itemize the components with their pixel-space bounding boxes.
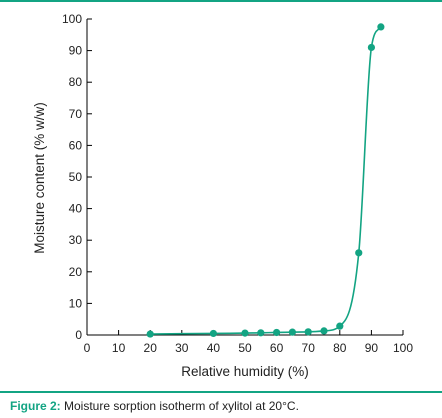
data-point (355, 249, 363, 257)
x-tick-label: 90 (365, 341, 379, 355)
sorption-curve (150, 26, 382, 335)
top-rule (0, 0, 442, 2)
x-tick-label: 30 (175, 341, 189, 355)
x-tick-label: 80 (333, 341, 347, 355)
data-point (336, 322, 344, 330)
x-tick-label: 100 (393, 341, 413, 355)
x-tick-label: 10 (112, 341, 126, 355)
data-point (367, 43, 375, 52)
tick-labels: 0 10 20 30 40 50 60 70 80 90 100 0 10 20 30 40 50 60 70 80 9… (62, 12, 413, 355)
data-point (241, 329, 249, 337)
y-tick-label: 90 (69, 44, 83, 58)
y-tick-label: 100 (62, 12, 82, 26)
caption-text: Moisture sorption isotherm of xylitol at… (64, 399, 299, 413)
data-point (320, 327, 328, 335)
y-tick-label: 70 (69, 107, 83, 121)
data-point (273, 328, 281, 337)
y-tick-label: 20 (69, 265, 83, 279)
y-tick-label: 80 (69, 75, 83, 89)
y-axis-title: Moisture content (% w/w) (32, 102, 47, 254)
caption-rule (0, 391, 442, 393)
y-tick-label: 10 (69, 296, 83, 310)
data-points (146, 23, 385, 338)
axes (86, 19, 403, 336)
y-tick-label: 40 (69, 202, 83, 216)
x-tick-label: 40 (207, 341, 221, 355)
x-axis-title: Relative humidity (%) (181, 364, 309, 379)
moisture-sorption-chart: 0 10 20 30 40 50 60 70 80 90 100 0 10 20 30 40 50 60 70 80 9… (32, 12, 413, 379)
x-tick-label: 50 (238, 341, 252, 355)
data-point (257, 329, 265, 337)
data-point (146, 330, 154, 338)
x-tick-label: 0 (84, 341, 91, 355)
ticks (86, 18, 404, 336)
data-point (209, 329, 217, 338)
x-tick-label: 70 (302, 341, 316, 355)
figure-caption: Figure 2: Moisture sorption isotherm of … (10, 399, 299, 413)
y-tick-label: 30 (69, 233, 83, 247)
data-point (288, 328, 296, 336)
x-tick-label: 20 (144, 341, 158, 355)
y-tick-label: 0 (75, 328, 82, 342)
caption-label: Figure 2: (10, 399, 61, 413)
data-point (304, 328, 312, 336)
y-tick-label: 50 (69, 170, 83, 184)
y-tick-label: 60 (69, 138, 83, 152)
data-point (377, 23, 385, 31)
x-tick-label: 60 (270, 341, 284, 355)
